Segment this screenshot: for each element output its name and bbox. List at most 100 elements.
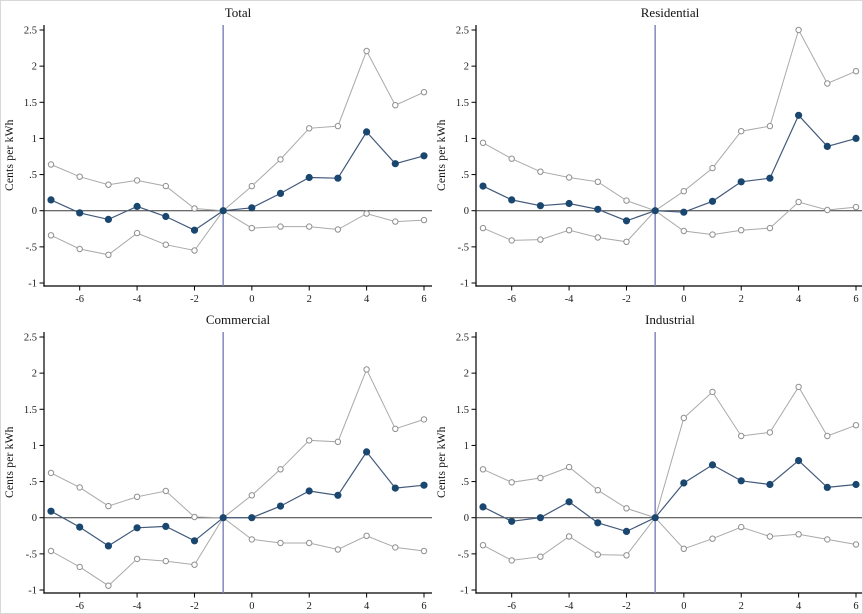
x-tick-label: -6 <box>507 294 516 305</box>
x-tick-label: 0 <box>681 294 686 305</box>
estimate-marker <box>479 503 487 511</box>
x-tick-label: -2 <box>190 601 199 612</box>
y-tick-label: 2.5 <box>24 333 37 344</box>
plot-area-commercial: 2.521.51.50-.5-1-6 -4 -2 0 2 4 6 <box>24 332 432 612</box>
upper-ci-marker <box>508 479 515 486</box>
y-tick-label: 0 <box>464 513 469 524</box>
estimate-marker <box>248 514 256 522</box>
estimate-marker <box>565 199 573 208</box>
lower-ci-marker <box>594 234 602 241</box>
y-tick-label: -.5 <box>26 549 37 560</box>
estimate-marker <box>76 209 84 217</box>
estimate-marker <box>276 189 285 197</box>
lower-ci-marker <box>334 226 342 233</box>
estimate-marker <box>680 479 688 487</box>
y-tick-label: 2 <box>32 62 37 73</box>
lower-ci-marker <box>738 227 745 234</box>
x-tick-label: 0 <box>249 601 254 612</box>
x-tick-label: -6 <box>75 601 84 612</box>
estimate-line <box>50 450 425 547</box>
lower-ci-marker <box>594 551 602 558</box>
upper-ci-marker <box>277 156 284 163</box>
y-tick-label: 2.5 <box>24 26 37 37</box>
estimate-marker <box>334 174 342 182</box>
lower-ci-marker <box>852 203 860 211</box>
x-tick-label: 2 <box>739 601 744 612</box>
plot-area-industrial: 2.521.51.50-.5-1-6 -4 -2 0 2 4 6 <box>456 332 862 612</box>
lower-ci-line <box>50 516 425 587</box>
chart-commercial: 2.5 2 1.5 1.5 0 -.5 -1 -6 -4 -2 0 2 4 6 Commercial Ce… <box>1 308 432 613</box>
estimate-marker <box>795 457 803 465</box>
lower-ci-marker <box>47 232 55 239</box>
upper-ci-marker <box>709 164 716 172</box>
lower-ci-marker <box>76 245 83 253</box>
y-tick-label: 0 <box>464 206 469 217</box>
upper-ci-marker <box>133 177 141 184</box>
estimate-marker <box>508 196 516 204</box>
y-tick-label: 1 <box>464 441 469 452</box>
lower-ci-marker <box>277 539 284 547</box>
upper-ci-marker <box>277 466 284 473</box>
estimate-marker <box>766 174 774 182</box>
x-tick-label: -4 <box>565 601 574 612</box>
estimate-marker <box>190 226 199 234</box>
x-tick-label: 6 <box>853 294 858 305</box>
estimate-marker <box>162 522 170 530</box>
upper-ci-marker <box>680 414 688 422</box>
x-tick-label: -2 <box>622 601 631 612</box>
upper-ci-marker <box>623 505 630 512</box>
upper-ci-marker <box>766 429 774 436</box>
y-tick-label: 2 <box>464 62 469 73</box>
lower-ci-marker <box>363 210 370 217</box>
upper-ci-marker <box>565 463 573 471</box>
estimate-marker <box>190 537 199 545</box>
upper-ci-marker <box>76 484 83 491</box>
y-tick-label: 1 <box>32 441 37 452</box>
y-tick-label: -.5 <box>458 549 469 560</box>
x-tick-label: -6 <box>507 601 516 612</box>
lower-ci-marker <box>162 557 170 565</box>
y-tick-label: -.5 <box>458 242 469 253</box>
lower-ci-marker <box>392 544 399 551</box>
estimate-marker <box>594 519 602 527</box>
estimate-line <box>50 130 425 231</box>
y-axis-label: Cents per kWh <box>4 119 16 191</box>
estimate-marker <box>133 524 141 532</box>
upper-ci-marker <box>306 437 313 444</box>
estimate-marker <box>363 128 371 136</box>
y-tick-label: .5 <box>29 170 37 181</box>
lower-ci-marker <box>508 237 515 244</box>
upper-ci-marker <box>766 122 774 130</box>
y-tick-label: -1 <box>460 586 469 597</box>
estimate-line <box>482 114 857 222</box>
lower-ci-marker <box>420 547 428 555</box>
y-tick-label: 1 <box>32 134 37 145</box>
estimate-marker <box>852 480 860 489</box>
estimate-marker <box>565 498 573 506</box>
lower-ci-line <box>482 516 857 561</box>
x-tick-label: 0 <box>681 601 686 612</box>
estimate-marker <box>823 483 831 491</box>
estimate-marker <box>622 217 631 225</box>
y-tick-label: 2 <box>464 369 469 380</box>
estimate-marker <box>219 207 227 215</box>
estimate-marker <box>391 160 399 168</box>
x-tick-label: 4 <box>796 294 802 305</box>
lower-ci-marker <box>162 241 170 248</box>
y-tick-label: 0 <box>32 206 37 217</box>
upper-ci-marker <box>47 469 55 477</box>
lower-ci-marker <box>537 553 544 560</box>
estimate-marker <box>76 523 84 531</box>
lower-ci-marker <box>479 224 487 232</box>
lower-ci-marker <box>105 582 112 589</box>
upper-ci-marker <box>479 139 487 147</box>
lower-ci-line <box>482 201 857 243</box>
x-tick-label: 4 <box>364 601 370 612</box>
estimate-marker <box>47 507 55 515</box>
x-tick-label: 2 <box>307 294 312 305</box>
chart-total: 2.5 2 1.5 1.5 0 -.5 -1 -6 -4 -2 0 2 4 6 Total Cents p… <box>1 1 432 308</box>
estimate-marker <box>708 461 717 469</box>
lower-ci-marker <box>248 536 256 543</box>
upper-ci-marker <box>824 80 831 87</box>
lower-ci-marker <box>334 546 342 553</box>
